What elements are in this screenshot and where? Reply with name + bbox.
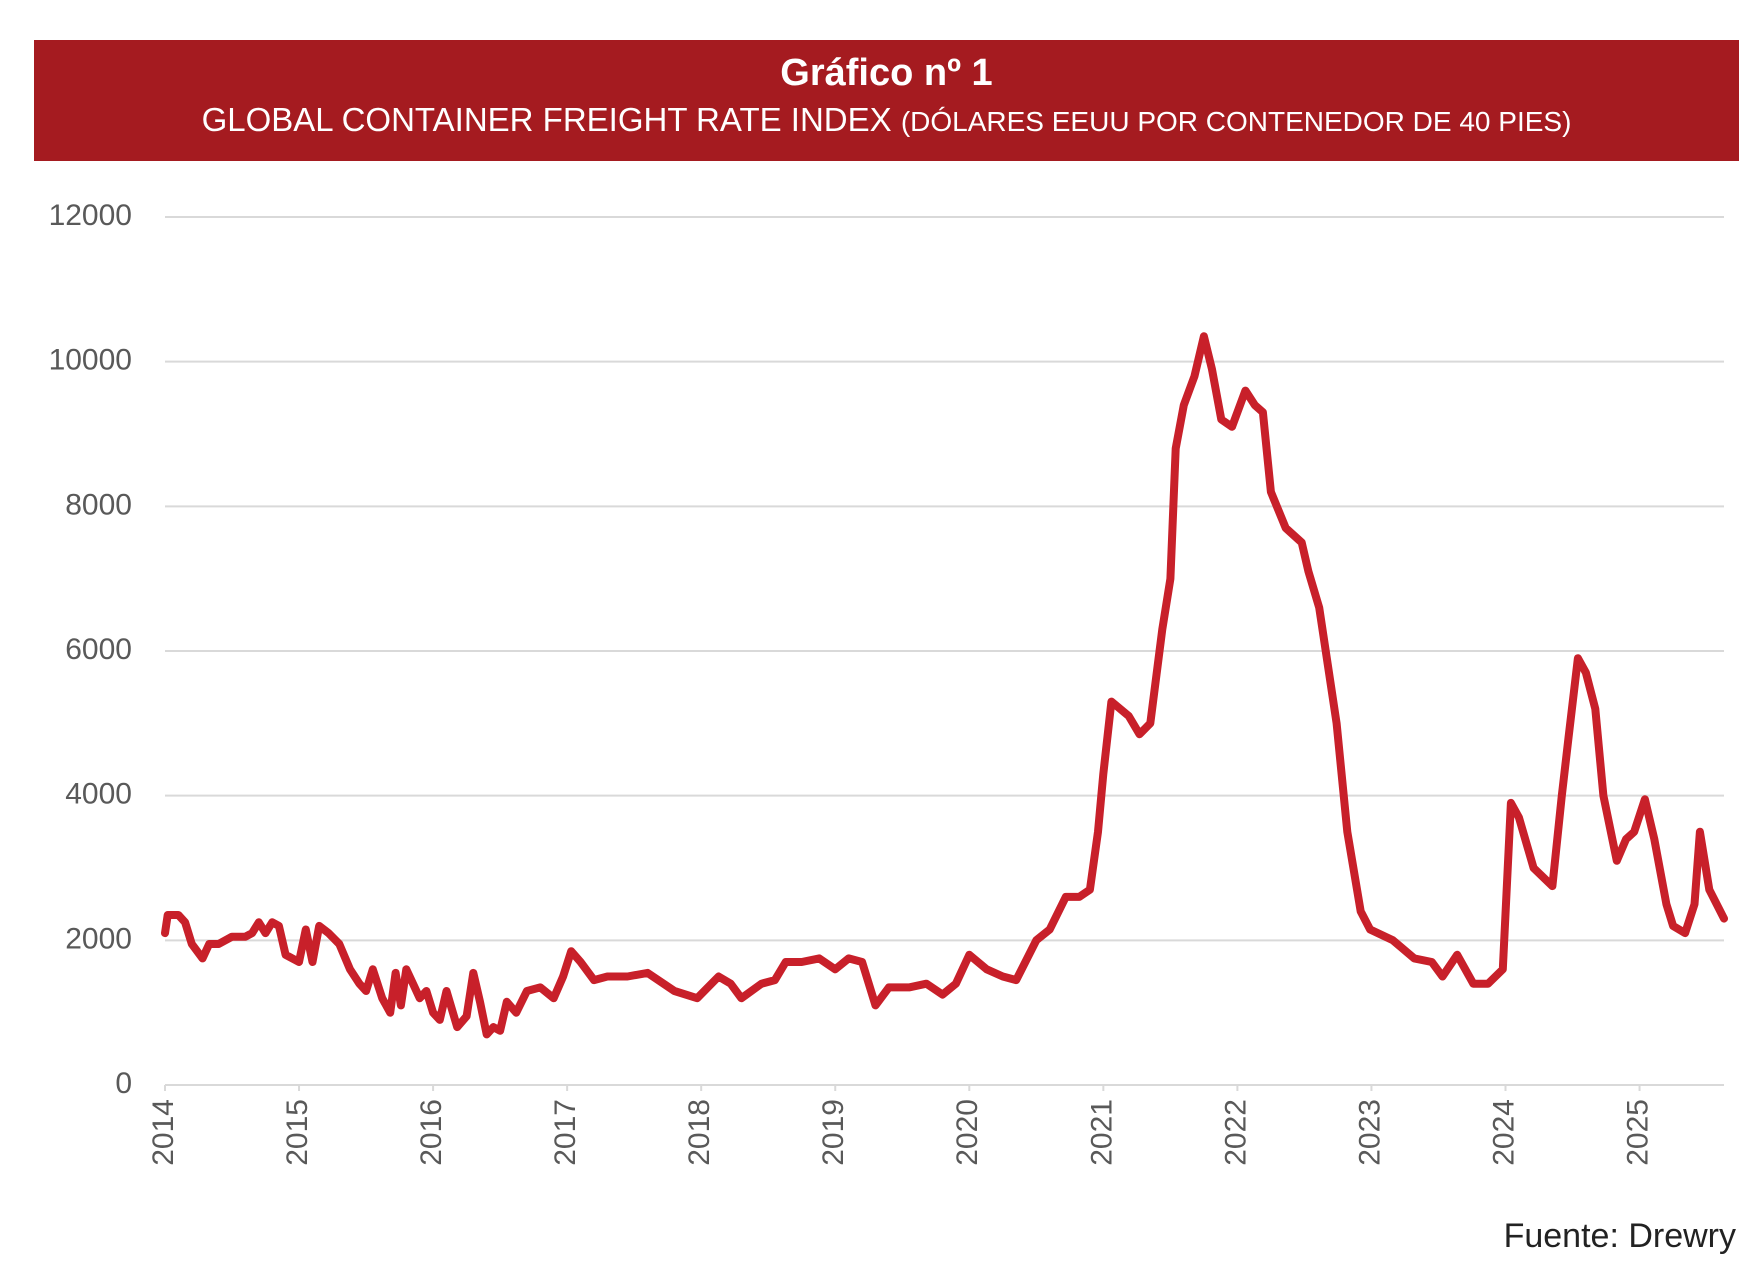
title-banner: Gráfico nº 1 GLOBAL CONTAINER FREIGHT RA… — [34, 40, 1739, 161]
x-tick-label: 2022 — [1219, 1099, 1252, 1166]
x-tick-label: 2019 — [817, 1099, 850, 1166]
subtitle: GLOBAL CONTAINER FREIGHT RATE INDEX (DÓL… — [34, 101, 1739, 139]
x-tick-label: 2025 — [1621, 1099, 1654, 1166]
y-tick-label: 12000 — [49, 199, 132, 232]
y-tick-label: 2000 — [65, 922, 132, 955]
unit-note: (DÓLARES EEUU POR CONTENEDOR DE 40 PIES) — [900, 106, 1572, 137]
x-tick-label: 2017 — [549, 1099, 582, 1166]
y-tick-label: 0 — [115, 1067, 132, 1100]
x-tick-label: 2023 — [1353, 1099, 1386, 1166]
y-tick-label: 8000 — [65, 488, 132, 521]
x-tick-label: 2016 — [415, 1099, 448, 1166]
subtitle-main: GLOBAL CONTAINER FREIGHT RATE INDEX — [201, 101, 892, 138]
x-tick-label: 2020 — [951, 1099, 984, 1166]
x-tick-label: 2021 — [1085, 1099, 1118, 1166]
x-tick-label: 2015 — [281, 1099, 314, 1166]
x-tick-label: 2014 — [147, 1099, 180, 1166]
y-tick-label: 6000 — [65, 633, 132, 666]
y-tick-label: 10000 — [49, 344, 132, 377]
chart-title: Gráfico nº 1 — [780, 52, 993, 94]
line — [161, 332, 1728, 1039]
source: Fuente: Drewry — [1504, 1217, 1736, 1255]
y-tick-label: 4000 — [65, 778, 132, 811]
x-tick-label: 2024 — [1487, 1099, 1520, 1166]
x-tick-label: 2018 — [683, 1099, 716, 1166]
